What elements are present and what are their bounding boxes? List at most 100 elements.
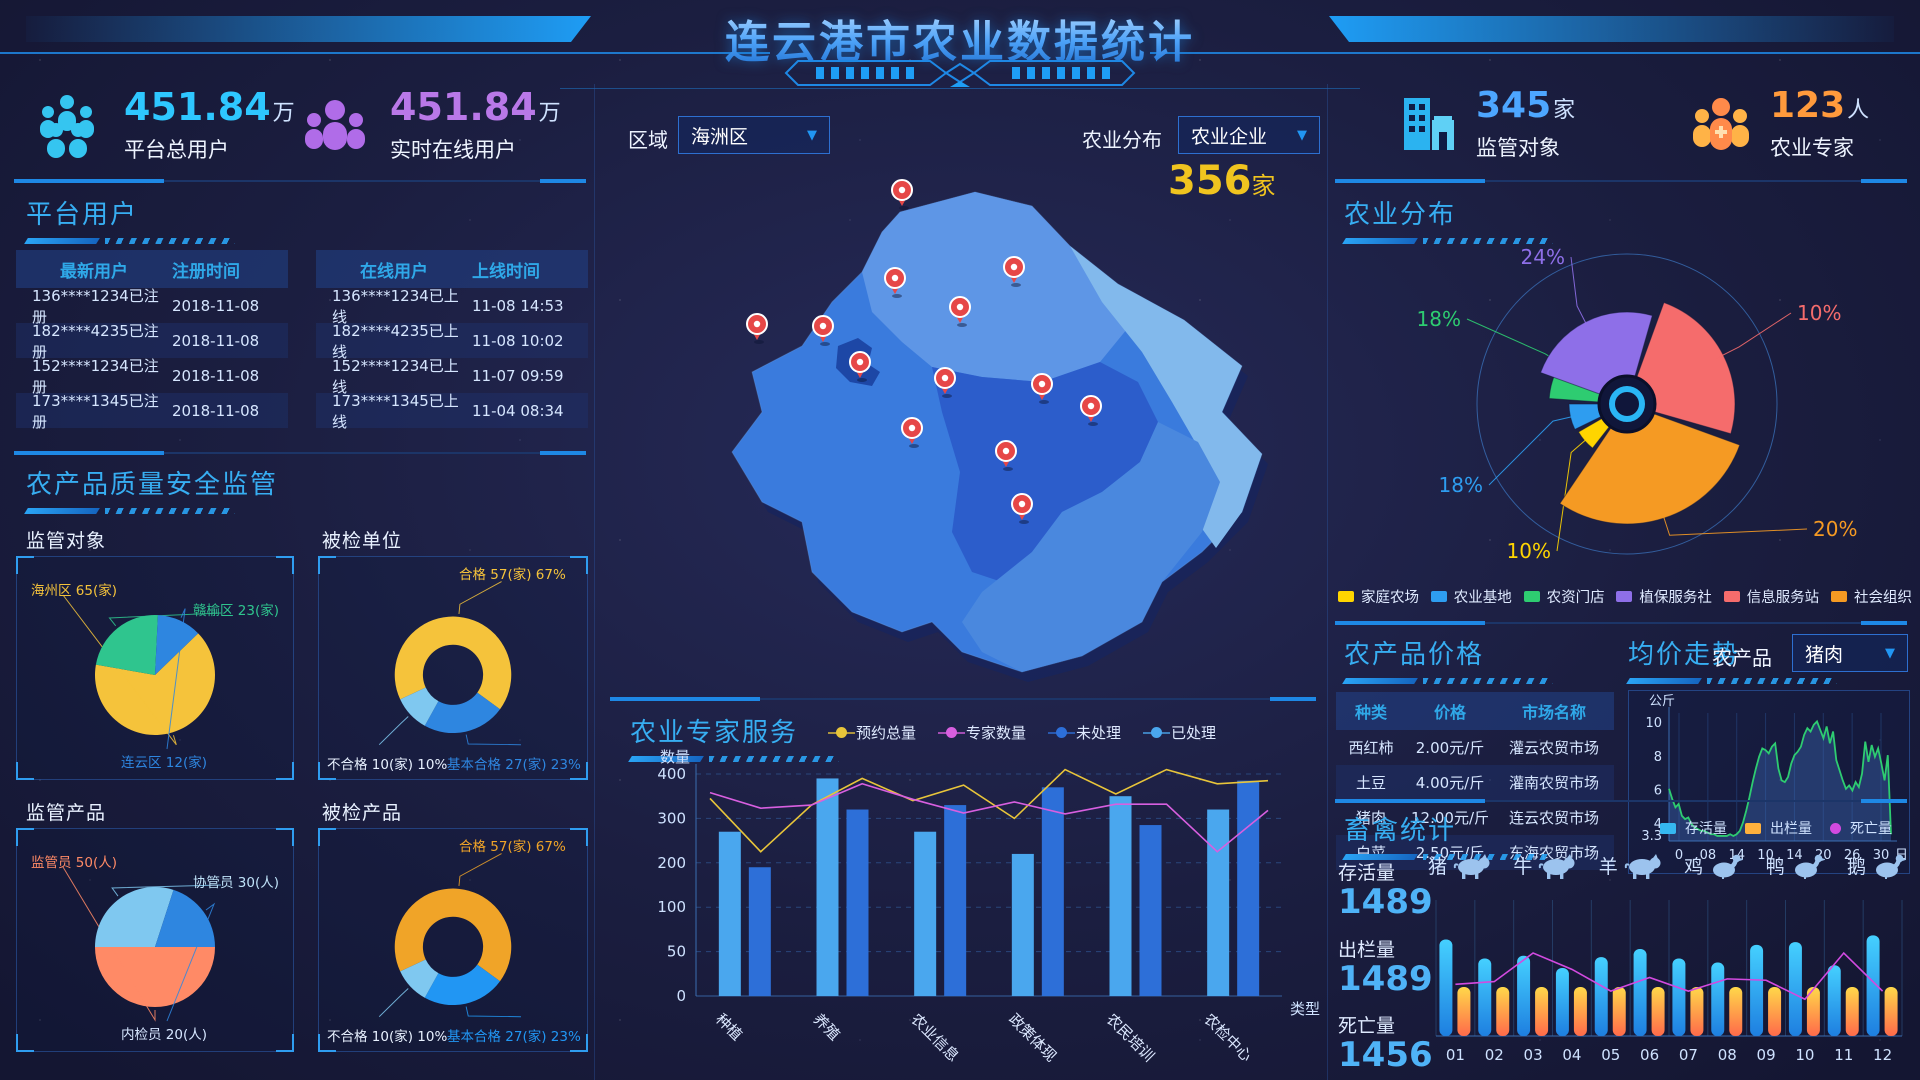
map-south-region[interactable] (962, 422, 1220, 672)
pie-label: 不合格 10(家) 10% (327, 1029, 448, 1045)
svg-text:政策体现: 政策体现 (1005, 1010, 1060, 1065)
online-users-icon (305, 100, 365, 150)
table-header: 种类 价格 市场名称 (1336, 692, 1614, 730)
map-pin[interactable] (884, 267, 906, 298)
legend-item[interactable]: 农业基地 (1430, 586, 1512, 607)
stat-value: 1489 (1338, 958, 1433, 999)
stat-unit: 家 (1553, 98, 1576, 123)
pie-chart (62, 866, 222, 1022)
pie-label: 合格 57(家) 67% (459, 839, 566, 855)
section-divider (610, 697, 1316, 701)
legend-item[interactable]: 家庭农场 (1338, 586, 1419, 607)
stat-label: 实时在线用户 (390, 138, 516, 162)
pie-label: 不合格 10(家) 10% (327, 757, 448, 773)
map-pin[interactable] (1003, 256, 1025, 287)
table-header: 最新用户 注册时间 (16, 250, 288, 288)
livestock-legend: 存活量 出栏量 死亡量 (1660, 818, 1892, 838)
legend-item[interactable]: 已处理 (1143, 722, 1216, 743)
legend-item[interactable]: 农资门店 (1523, 586, 1605, 607)
section-divider (1335, 179, 1907, 183)
map-center-region[interactable] (932, 362, 1158, 582)
svg-text:养殖: 养殖 (810, 1010, 844, 1044)
svg-text:18%: 18% (1417, 307, 1461, 331)
map-pin[interactable] (1080, 395, 1102, 426)
section-divider (1335, 621, 1907, 625)
legend-item[interactable]: 信息服务站 (1723, 586, 1819, 607)
region-map (731, 179, 1268, 682)
experts-icon (1693, 98, 1749, 150)
chart-subtitle: 被检产品 (322, 802, 403, 824)
region-select-value: 海洲区 (691, 125, 749, 148)
svg-text:09: 09 (1757, 1046, 1776, 1064)
map-pin[interactable] (1011, 493, 1033, 524)
map-pin[interactable] (849, 351, 871, 382)
legend-item[interactable]: 植保服务社 (1616, 586, 1712, 607)
table-row: 136****1234已上线 11-08 14:53 (332, 286, 564, 326)
svg-text:3.3: 3.3 (1641, 829, 1662, 844)
section-divider (14, 451, 586, 455)
map-pin[interactable] (934, 367, 956, 398)
distribution-select-value: 农业企业 (1191, 125, 1268, 148)
map-pin[interactable] (901, 417, 923, 448)
price-table: 种类 价格 市场名称 西红柿 2.00元/斤 灌云农贸市场 土豆 4.00元/斤 灌南农贸市… (1336, 692, 1614, 870)
region-select[interactable]: 海洲区 ▼ (678, 116, 830, 154)
product-select[interactable]: 猪肉 ▼ (1792, 634, 1908, 672)
legend-item[interactable]: 死亡量 (1830, 818, 1892, 838)
svg-text:种植: 种植 (712, 1010, 746, 1044)
map-pin[interactable] (995, 440, 1017, 471)
svg-text:200: 200 (657, 854, 686, 872)
legend-item[interactable]: 专家数量 (938, 722, 1026, 743)
chart-subtitle: 被检单位 (322, 530, 403, 552)
table-row: 182****4235已上线 11-08 10:02 (316, 322, 588, 361)
chart-subtitle: 监管产品 (26, 802, 107, 824)
map-pin[interactable] (812, 315, 834, 346)
stat-unit: 万 (538, 101, 561, 126)
pie-chart (62, 594, 222, 750)
legend-item[interactable]: 存活量 (1660, 818, 1727, 838)
legend-item[interactable]: 出栏量 (1745, 818, 1812, 838)
latest-users-table: 最新用户 注册时间 136****1234已注册 2018-11-08 182**… (16, 250, 288, 431)
map-pin[interactable] (746, 313, 768, 344)
map-pin[interactable] (891, 179, 913, 210)
distribution-select[interactable]: 农业企业 ▼ (1178, 116, 1320, 154)
svg-text:10: 10 (1795, 1046, 1814, 1064)
region-label: 区域 (628, 128, 668, 152)
map-north-region[interactable] (862, 192, 1136, 382)
section-livestock: 畜禽统计 (1342, 810, 1553, 860)
pie-label: 协管员 30(人) (193, 875, 280, 891)
svg-text:100: 100 (657, 898, 686, 916)
legend-swatch-icon (1723, 591, 1740, 602)
legend-swatch-icon (1430, 591, 1447, 602)
svg-text:24%: 24% (1521, 245, 1565, 269)
svg-text:02: 02 (1485, 1046, 1504, 1064)
legend-swatch-icon (1616, 591, 1633, 602)
section-title: 农业分布 (1344, 200, 1457, 230)
distribution-legend: 家庭农场 农业基地 农资门店 植保服务社 信息服务站 社会组织 (1338, 586, 1912, 607)
svg-text:10%: 10% (1797, 301, 1841, 325)
svg-text:04: 04 (1562, 1046, 1581, 1064)
pie-label: 内检员 20(人) (121, 1027, 208, 1043)
donut-chart (378, 581, 521, 746)
legend-swatch-icon (1830, 591, 1847, 602)
map-pin[interactable] (949, 296, 971, 327)
animal-chicken: 鸡 (1684, 852, 1743, 879)
cow-icon (1539, 852, 1576, 879)
svg-text:11: 11 (1834, 1046, 1853, 1064)
legend-item[interactable]: 预约总量 (828, 722, 916, 743)
livestock-chart: 01 02 03 04 05 06 07 08 09 10 11 12 (1435, 900, 1903, 1064)
section-price-trend: 均价走势 (1626, 634, 1837, 684)
legend-item[interactable]: 社会组织 (1830, 586, 1912, 607)
header-decor-right (1329, 16, 1894, 42)
svg-text:06: 06 (1640, 1046, 1659, 1064)
title-ornament-icon (784, 60, 1136, 87)
map-pin[interactable] (1031, 373, 1053, 404)
pie-label: 海州区 65(家) (31, 583, 118, 599)
table-row: 猪肉 12.00元/斤 连云农贸市场 (1355, 809, 1599, 827)
animal-duck: 鸭 (1766, 852, 1825, 879)
header-underline (560, 88, 1360, 89)
pie-supervise-product: 监管员 50(人) 协管员 30(人) 内检员 20(人) (16, 828, 294, 1052)
svg-text:400: 400 (657, 765, 686, 783)
legend-item[interactable]: 未处理 (1048, 722, 1121, 743)
stat-value: 451.84 (124, 85, 271, 129)
svg-text:01: 01 (1446, 1046, 1465, 1064)
